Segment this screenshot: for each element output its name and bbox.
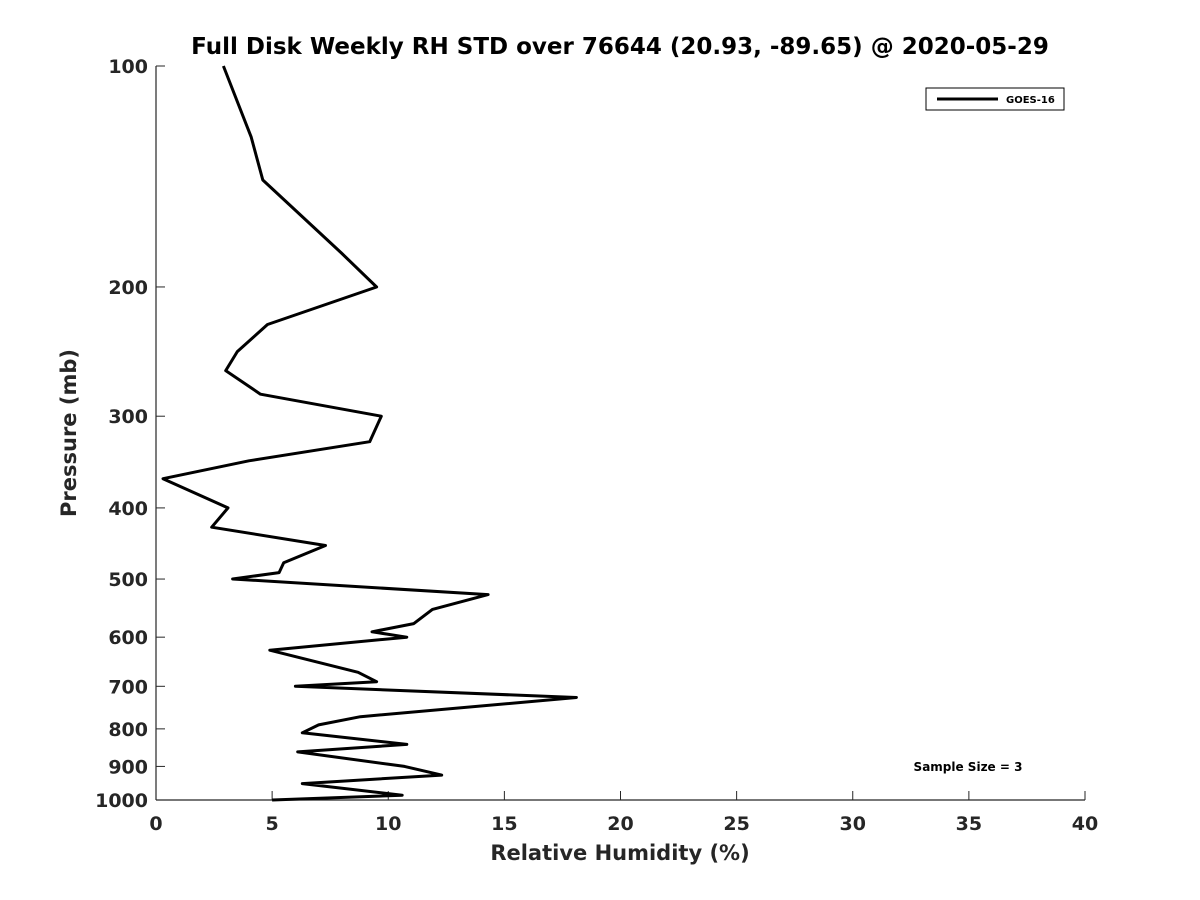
x-tick-label: 15 <box>491 813 517 835</box>
y-axis-label: Pressure (mb) <box>57 349 81 517</box>
series-layer <box>161 65 578 802</box>
x-tick-label: 40 <box>1072 813 1098 835</box>
y-tick-label: 1000 <box>95 790 148 812</box>
legend-label: GOES-16 <box>1006 95 1055 106</box>
series-line <box>161 65 578 802</box>
x-tick-label: 5 <box>266 813 279 835</box>
x-tick-label: 30 <box>840 813 866 835</box>
y-tick-label: 800 <box>108 719 148 741</box>
y-tick-label: 900 <box>108 756 148 778</box>
y-tick-label: 500 <box>108 569 148 591</box>
x-axis-ticks: 0 5 10 15 20 25 30 35 40 <box>149 791 1098 835</box>
chart-title: Full Disk Weekly RH STD over 76644 (20.9… <box>191 34 1049 60</box>
y-tick-label: 100 <box>108 56 148 78</box>
y-tick-label: 400 <box>108 498 148 520</box>
y-tick-label: 700 <box>108 676 148 698</box>
axes <box>155 66 1085 801</box>
x-tick-label: 20 <box>607 813 633 835</box>
legend: GOES-16 <box>925 87 1065 111</box>
y-tick-label: 600 <box>108 627 148 649</box>
y-axis-ticks: 100 200 300 400 500 600 700 800 900 1000 <box>95 56 165 812</box>
x-tick-label: 35 <box>956 813 982 835</box>
x-tick-label: 25 <box>723 813 749 835</box>
x-tick-label: 10 <box>375 813 401 835</box>
x-tick-label: 0 <box>149 813 162 835</box>
y-tick-label: 200 <box>108 277 148 299</box>
x-axis-label: Relative Humidity (%) <box>490 841 749 865</box>
y-tick-label: 300 <box>108 406 148 428</box>
sample-size-annotation: Sample Size = 3 <box>914 760 1023 774</box>
